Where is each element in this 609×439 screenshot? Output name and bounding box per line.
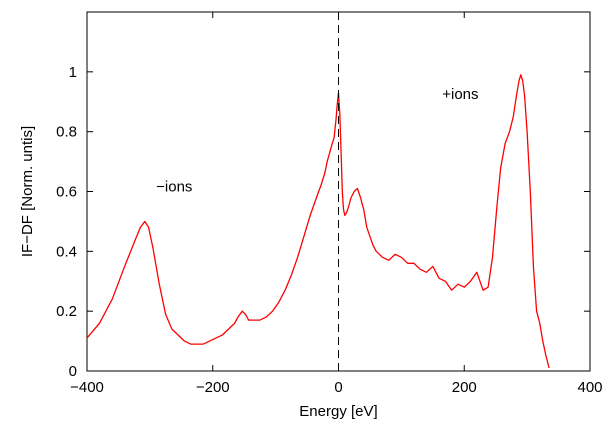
series-layer — [86, 74, 550, 369]
x-tick-label: −200 — [196, 379, 230, 396]
y-tick-label: 0.6 — [56, 184, 77, 201]
x-tick-label: 400 — [577, 379, 602, 396]
tick-layer: −400 −200 0 200 400 0 0.2 0.4 0.6 0.8 1 — [56, 12, 603, 396]
annotation-label-1: +ions — [442, 86, 478, 103]
y-tick-label: 0.4 — [56, 243, 77, 260]
x-axis-label: Energy [eV] — [299, 403, 377, 420]
x-tick-label: 0 — [334, 379, 342, 396]
y-tick-label: 0.8 — [56, 124, 77, 141]
annotation-layer: −ions +ions — [156, 86, 478, 196]
annotation-label-0: −ions — [156, 179, 192, 196]
y-tick-label: 0 — [69, 363, 77, 380]
series-line-0 — [86, 74, 550, 369]
y-tick-label: 0.2 — [56, 303, 77, 320]
y-axis-label: IF−DF [Norm. untis] — [19, 126, 36, 257]
x-tick-label: −400 — [70, 379, 104, 396]
y-tick-label: 1 — [69, 64, 77, 81]
x-tick-label: 200 — [452, 379, 477, 396]
